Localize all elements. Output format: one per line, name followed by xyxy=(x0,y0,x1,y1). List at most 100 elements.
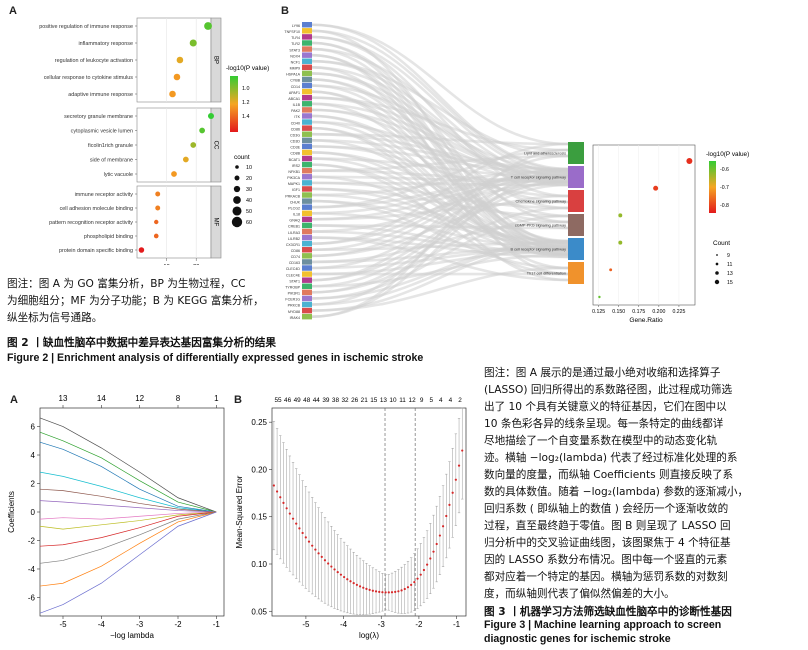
sankey-gene-node xyxy=(302,88,312,95)
go-facet-label: MF xyxy=(212,218,218,227)
fig3-note-line: 数向量的度量，而纵轴 Coefficients 则直接反映了系 xyxy=(484,469,734,481)
sankey-gene-label: CREB1 xyxy=(288,225,300,229)
sankey-gene-label: TNFSF10 xyxy=(284,30,300,34)
lasso-y-tick-label: -4 xyxy=(28,565,36,574)
sankey-gene-node xyxy=(302,265,312,271)
fig3-caption-cn: 图 3 丨机器学习方法筛选缺血性脑卒中的诊断性基因 xyxy=(484,606,732,618)
sankey-pathway-label: B cell receptor signaling pathway xyxy=(510,248,566,252)
sankey-gene-label: NCF1 xyxy=(291,60,300,64)
go-term-label: immune receptor activity xyxy=(75,192,134,198)
kegg-dot-panel xyxy=(592,144,696,306)
sankey-gene-node xyxy=(302,82,312,89)
sankey-gene-node xyxy=(302,143,312,150)
fig2-note: 图注：图 A 为 GO 富集分析，BP 为生物过程，CC 为细胞组分；MF 为分… xyxy=(7,276,277,327)
fig3-note-line: (LASSO) 回归所得出的系数路径图，此过程成功筛选 xyxy=(484,384,733,396)
go-dot xyxy=(189,39,197,47)
go-dot xyxy=(171,171,177,177)
go-dot xyxy=(153,233,159,239)
kegg-dot-x-tick-label: 0.225 xyxy=(672,309,685,315)
cv-mse-point xyxy=(295,522,298,525)
cv-mse-point xyxy=(378,590,381,593)
kegg-size-legend-label: 9 xyxy=(727,253,730,259)
sankey-gene-node xyxy=(302,180,312,186)
sankey-gene-node xyxy=(302,52,312,58)
sankey-gene-label: TLR2 xyxy=(291,42,300,46)
cv-mse-point xyxy=(288,512,291,515)
go-size-legend-title: count xyxy=(234,154,250,161)
lasso-y-tick-label: 4 xyxy=(31,451,36,460)
lasso-x-tick-label: -2 xyxy=(174,620,182,629)
fig3-panel-b-letter: B xyxy=(234,394,242,406)
lasso-y-tick-label: -6 xyxy=(28,593,36,602)
cv-mse-point xyxy=(438,534,441,537)
sankey-gene-label: CD74 xyxy=(291,255,300,259)
go-size-legend-label: 10 xyxy=(246,165,252,171)
sankey-gene-label: NFKB1 xyxy=(288,170,300,174)
lasso-y-tick-label: -2 xyxy=(28,536,36,545)
cv-mse-point xyxy=(336,571,339,574)
sankey-gene-node xyxy=(302,295,312,302)
lasso-coef-path xyxy=(39,511,217,547)
cv-top-tick-label: 46 xyxy=(284,397,292,404)
cv-mse-point xyxy=(454,478,457,481)
cv-top-tick-label: 44 xyxy=(313,397,321,404)
cv-mse-point xyxy=(413,580,416,584)
sankey-gene-node xyxy=(302,34,312,40)
cv-mse-point xyxy=(390,591,394,594)
cv-mse-point xyxy=(304,536,307,539)
go-term-label: protein domain specific binding xyxy=(59,248,133,254)
sankey-gene-node xyxy=(302,101,312,107)
cv-mse-point xyxy=(441,525,445,528)
sankey-gene-label: CYBB xyxy=(290,79,300,83)
go-size-legend-label: 40 xyxy=(246,198,252,204)
cv-x-tick-label: -1 xyxy=(453,620,461,629)
kegg-size-legend-label: 13 xyxy=(727,271,733,277)
sankey-pathway-node xyxy=(568,190,584,212)
cv-mse-point xyxy=(339,573,343,576)
cv-mse-point xyxy=(298,527,301,530)
sankey-gene-node xyxy=(302,307,312,314)
sankey-gene-label: CD163 xyxy=(289,261,300,265)
sankey-gene-label: MYD88 xyxy=(288,310,300,314)
cv-mse-point xyxy=(330,565,333,568)
go-term-label: lytic vacuole xyxy=(104,172,133,178)
cv-mse-point xyxy=(410,583,413,587)
sankey-gene-label: CD3D xyxy=(290,140,300,144)
cv-mse-point xyxy=(314,548,317,551)
sankey-gene-label: CX3CR1 xyxy=(286,243,300,247)
go-facet-label: BP xyxy=(212,56,218,64)
cv-mse-point xyxy=(355,583,358,586)
sankey-gene-label: CD3E xyxy=(290,146,300,150)
kegg-size-legend-dot xyxy=(714,279,720,285)
cv-top-tick-label: 2 xyxy=(458,397,462,404)
go-dot xyxy=(155,205,161,211)
cv-mse-point xyxy=(346,578,349,581)
go-term-label: side of membrane xyxy=(90,158,133,164)
sankey-gene-node xyxy=(302,64,312,71)
sankey-gene-label: STAT3 xyxy=(289,48,300,52)
sankey-gene-label: CD86 xyxy=(291,127,300,131)
go-facet-panel xyxy=(136,107,212,183)
sankey-gene-label: IL1B xyxy=(293,103,301,107)
go-dot xyxy=(207,112,215,120)
cv-top-tick-label: 38 xyxy=(332,397,340,404)
sankey-pathway-node xyxy=(568,214,584,236)
cv-mse-point xyxy=(311,544,314,547)
fig3-note-line: 回归系数 ( 即纵轴上的数值 ) 会经历一个逐渐收敛的 xyxy=(484,503,729,515)
sankey-gene-label: NOX4 xyxy=(290,54,300,58)
cv-mse-point xyxy=(384,591,387,594)
sankey-gene-label: MAPK1 xyxy=(288,182,300,186)
go-dot xyxy=(204,22,212,30)
go-size-legend-label: 50 xyxy=(246,209,252,215)
go-size-legend-dot xyxy=(231,216,243,228)
cv-top-tick-label: 21 xyxy=(361,397,369,404)
kegg-size-legend-label: 11 xyxy=(727,262,732,268)
kegg-dot-x-tick-label: 0.150 xyxy=(612,309,625,315)
go-term-label: adaptive immune response xyxy=(68,92,133,98)
sankey-gene-label: STAT1 xyxy=(289,279,300,283)
go-facet-label: CC xyxy=(212,141,218,150)
cv-mse-point xyxy=(419,573,422,576)
sankey-gene-label: PAK2 xyxy=(291,109,300,113)
kegg-color-legend-label: -0.8 xyxy=(720,203,729,209)
sankey-gene-label: LILRA3 xyxy=(288,231,300,235)
